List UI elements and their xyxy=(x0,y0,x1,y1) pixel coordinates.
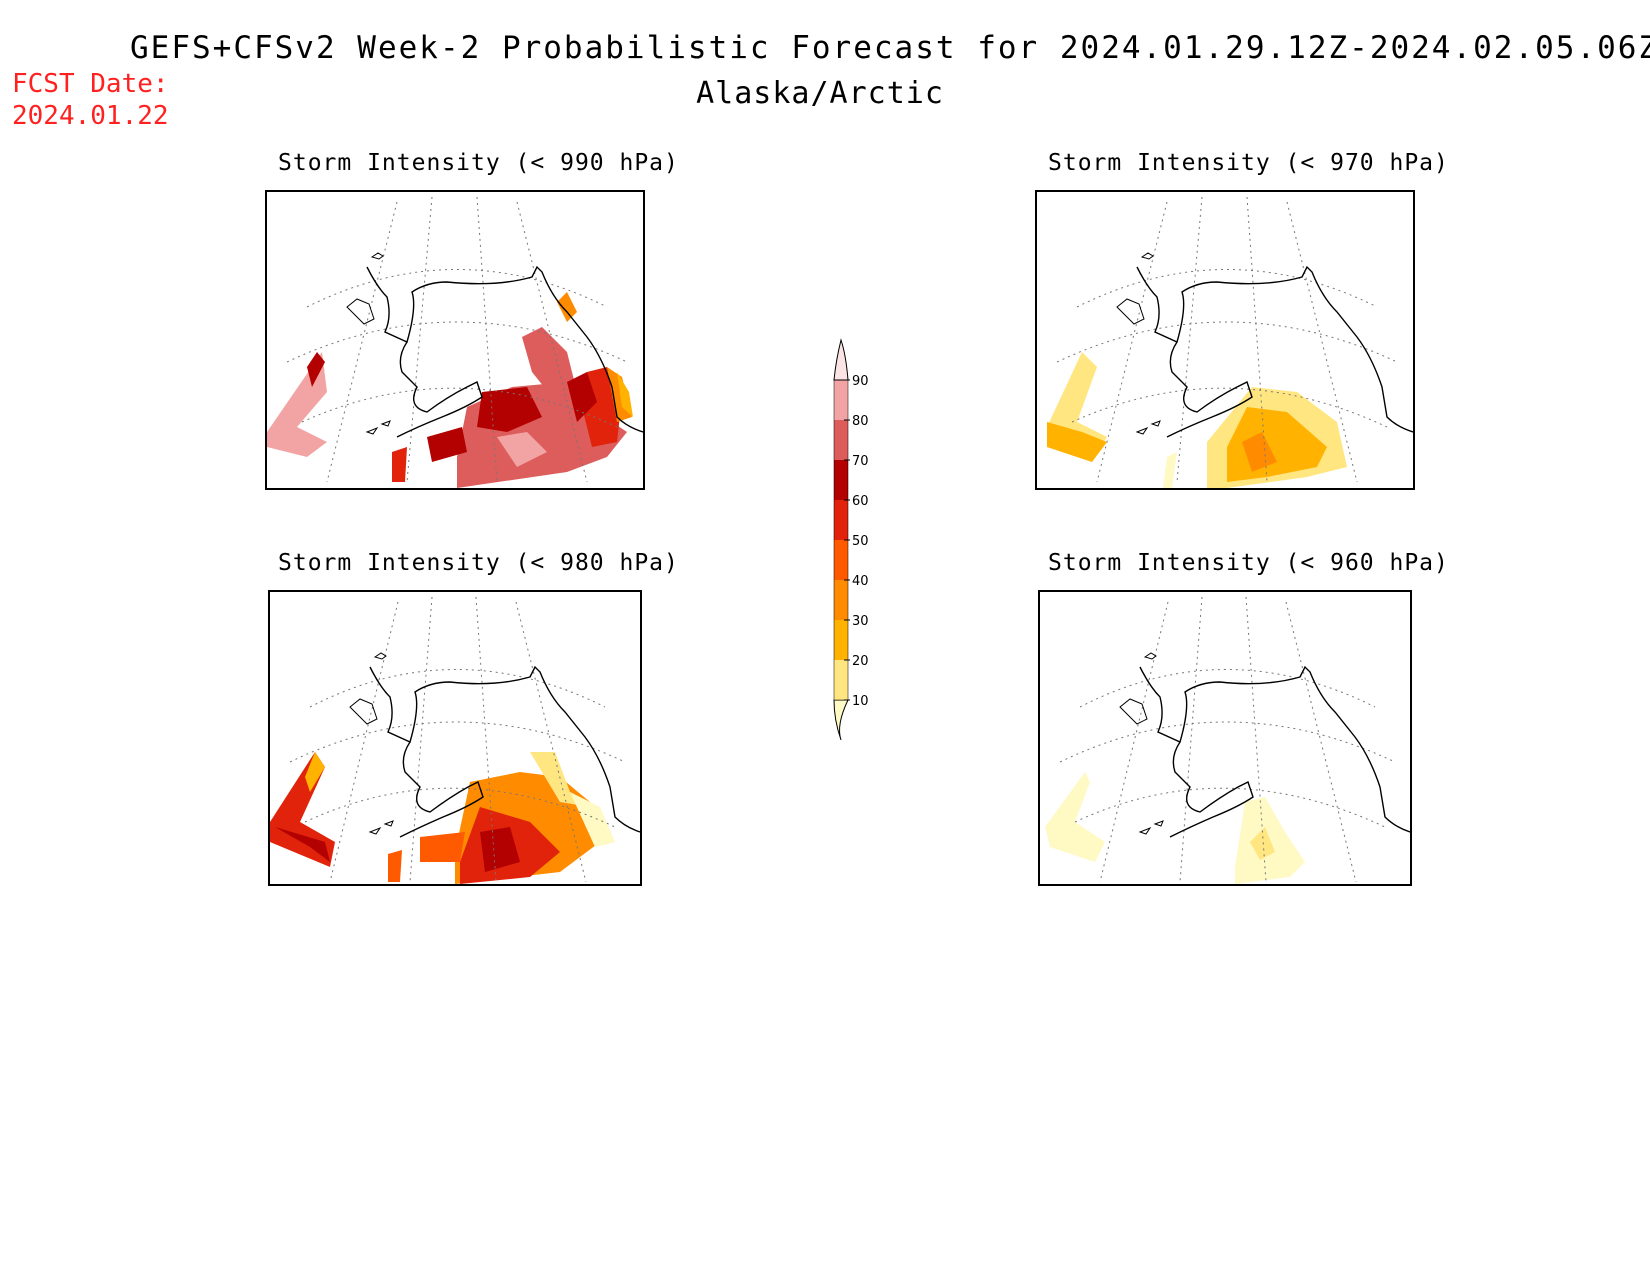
panel-title-970: Storm Intensity (< 970 hPa) xyxy=(1048,150,1449,176)
legend-swatch xyxy=(834,620,848,660)
shade-core-990 xyxy=(477,387,542,432)
shade-north-980 xyxy=(530,752,590,807)
shade-west-gold-980 xyxy=(305,752,325,792)
shade-top-990 xyxy=(557,292,577,322)
forecast-date-value: 2024.01.22 xyxy=(12,101,169,131)
shade-coast-gold-990 xyxy=(617,372,633,417)
legend-swatch xyxy=(834,540,848,580)
map-panel-970 xyxy=(1035,190,1415,490)
legend-tick-label: 90 xyxy=(852,374,869,389)
legend-swatch xyxy=(834,500,848,540)
legend-tick-label: 60 xyxy=(852,494,869,509)
legend-swatch xyxy=(834,420,848,460)
shade-west-dark-980 xyxy=(275,827,330,862)
page-subtitle: Alaska/Arctic xyxy=(0,76,1650,111)
legend-swatch xyxy=(834,660,848,700)
map-970-svg xyxy=(1047,196,1413,488)
shade-hot-980 xyxy=(480,827,520,872)
shade-coast-980 xyxy=(570,792,615,847)
map-panel-980 xyxy=(268,590,642,886)
page-title: GEFS+CFSv2 Week-2 Probabilistic Forecast… xyxy=(130,30,1650,66)
shade-sw-990 xyxy=(427,427,467,462)
shade-west-960 xyxy=(1045,772,1105,862)
legend-swatch xyxy=(834,380,848,420)
legend-tick-label: 10 xyxy=(852,694,869,709)
map-panel-990 xyxy=(265,190,645,490)
shade-coast-dark-990 xyxy=(567,372,597,422)
panel-title-990: Storm Intensity (< 990 hPa) xyxy=(278,150,679,176)
shade-island-990 xyxy=(392,447,407,482)
shade-core-960 xyxy=(1250,827,1275,860)
map-960-svg xyxy=(1045,596,1410,884)
map-990-svg xyxy=(267,196,643,488)
legend-tick-label: 80 xyxy=(852,414,869,429)
shade-island-980 xyxy=(388,850,402,882)
panel-title-980: Storm Intensity (< 980 hPa) xyxy=(278,550,679,576)
legend-svg: 10 20 30 40 50 60 70 80 90 xyxy=(833,338,869,741)
shade-west-gold-970 xyxy=(1047,422,1107,462)
legend-tail-top xyxy=(833,338,849,381)
legend-swatch xyxy=(834,580,848,620)
legend-tick-label: 40 xyxy=(852,574,869,589)
forecast-date-block: FCST Date: 2024.01.22 xyxy=(12,68,169,132)
shade-hot-970 xyxy=(1242,432,1277,472)
shade-west-980 xyxy=(270,752,335,867)
shade-west-dark-990 xyxy=(307,352,325,387)
shade-inner-990 xyxy=(497,432,547,467)
color-legend: 10 20 30 40 50 60 70 80 90 xyxy=(812,330,892,750)
legend-tick-label: 50 xyxy=(852,534,869,549)
shade-sw-980 xyxy=(420,832,465,862)
map-980-svg xyxy=(270,596,640,884)
shade-island-970 xyxy=(1163,452,1177,488)
region-label: Alaska/Arctic xyxy=(696,76,944,111)
panel-title-960: Storm Intensity (< 960 hPa) xyxy=(1048,550,1449,576)
map-panel-960 xyxy=(1038,590,1412,886)
legend-swatch xyxy=(834,460,848,500)
legend-tick-label: 70 xyxy=(852,454,869,469)
shade-north-990 xyxy=(522,327,577,397)
legend-tick-label: 30 xyxy=(852,614,869,629)
legend-tick-label: 20 xyxy=(852,654,869,669)
legend-tail-bottom xyxy=(833,699,849,741)
forecast-date-label: FCST Date: xyxy=(12,69,169,99)
